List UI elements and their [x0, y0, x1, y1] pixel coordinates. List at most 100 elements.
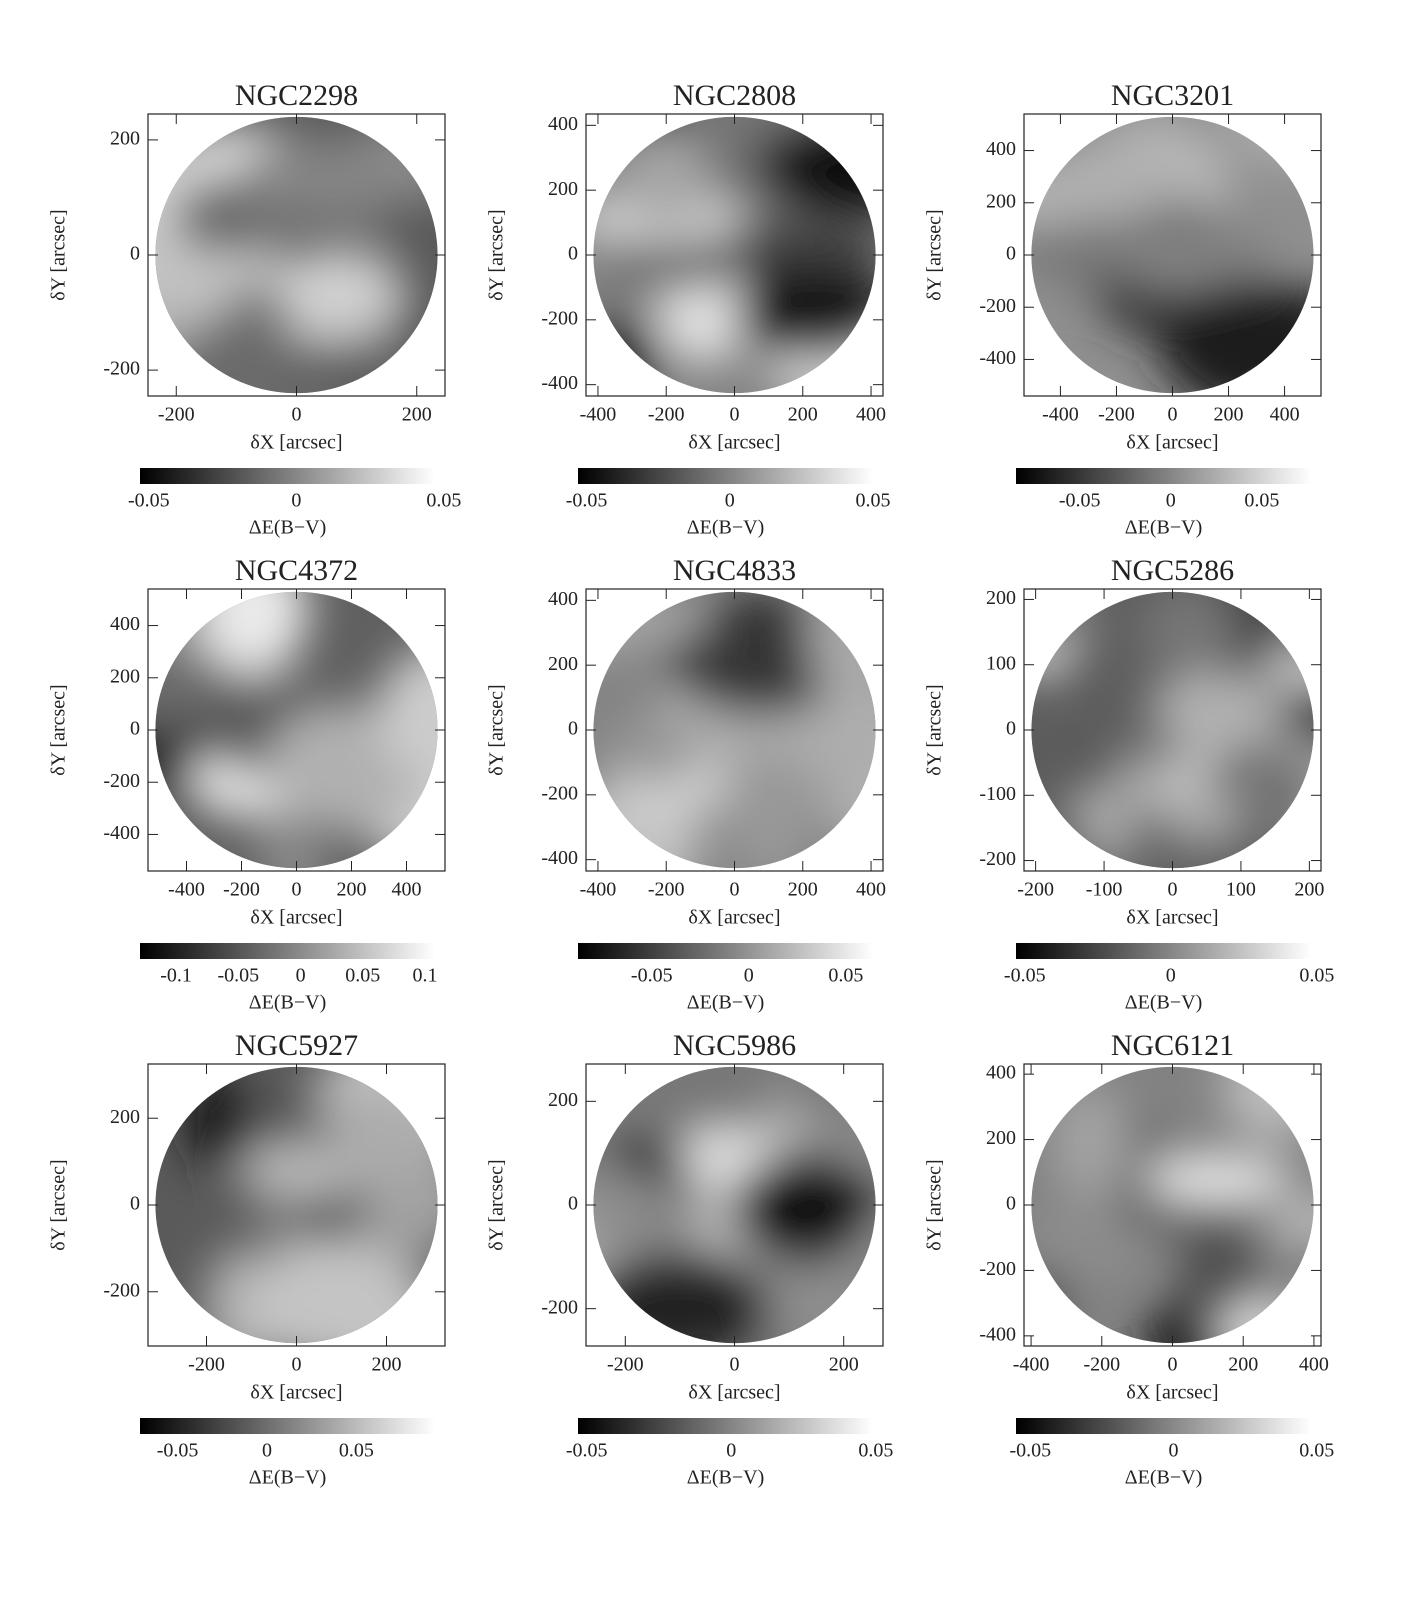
map-blob [798, 684, 876, 803]
x-tick-label: -200 [223, 879, 260, 901]
x-tick-label: 0 [292, 404, 302, 426]
map-blob [1161, 792, 1246, 839]
y-tick-label: 200 [986, 190, 1016, 212]
x-tick-label: 0 [292, 879, 302, 901]
colorbar-tick-label: 0 [744, 965, 754, 987]
x-tick-label: -200 [648, 404, 685, 426]
y-axis-label: δY [arcsec] [924, 1159, 946, 1250]
y-tick-label: -400 [103, 822, 140, 844]
y-axis-label: δY [arcsec] [924, 209, 946, 300]
x-axis-label: δX [arcsec] [250, 1382, 342, 1404]
map-blob [605, 721, 701, 785]
colorbar [578, 943, 873, 959]
x-tick-label: 0 [730, 404, 740, 426]
map-blob [1251, 116, 1314, 149]
colorbar [1016, 468, 1311, 484]
y-tick-label: -400 [979, 1323, 1016, 1345]
y-axis-label: δY [arcsec] [486, 209, 508, 300]
y-tick-label: 0 [568, 718, 578, 740]
y-tick-label: -200 [103, 358, 140, 380]
colorbar [1016, 1418, 1311, 1434]
x-tick-label: 0 [730, 1354, 740, 1376]
y-tick-label: 200 [548, 1089, 578, 1111]
colorbar-tick-label: 0.05 [1299, 965, 1334, 987]
map-blob [279, 346, 412, 394]
colorbar-tick-label: 0 [725, 490, 735, 512]
map-blob [185, 1070, 249, 1169]
map-blob [1178, 1215, 1241, 1339]
chart-title: NGC4372 [235, 554, 358, 587]
colorbar-tick-label: -0.1 [160, 965, 192, 987]
reddening-map [593, 1066, 876, 1344]
x-tick-label: 100 [1226, 879, 1256, 901]
panel: NGC5927 -200 0 200 -200 0 200 δX [arcsec] δY [ar… [48, 1029, 446, 1489]
y-axis-label: δY [arcsec] [48, 209, 70, 300]
map-texture [155, 126, 438, 394]
x-tick-label: -200 [648, 879, 685, 901]
colorbar-tick-label: 0 [726, 1440, 736, 1462]
x-axis-label: δX [arcsec] [1126, 1382, 1218, 1404]
map-blob [171, 332, 240, 394]
reddening-map [155, 591, 438, 869]
x-tick-label: 200 [788, 404, 818, 426]
y-tick-label: 0 [568, 243, 578, 265]
colorbar-label: ΔE(B−V) [687, 992, 764, 1014]
map-blob [1122, 793, 1291, 869]
map-blob [1031, 1199, 1159, 1284]
x-axis-label: δX [arcsec] [250, 907, 342, 929]
x-tick-label: -400 [1013, 1354, 1050, 1376]
x-axis-label: δX [arcsec] [250, 432, 342, 454]
map-blob [1147, 671, 1285, 750]
y-tick-label: 400 [986, 138, 1016, 160]
y-tick-label: 200 [110, 665, 140, 687]
map-blob [270, 247, 403, 339]
map-blob [593, 1249, 771, 1344]
x-axis-label: δX [arcsec] [688, 432, 780, 454]
panel: NGC5286 -200 -100 0 100 200 -200 -100 0 100 200 δX … [924, 554, 1335, 1014]
map-blob [755, 118, 876, 216]
map-blob [1031, 591, 1096, 646]
reddening-map [1031, 1066, 1314, 1344]
map-blob [255, 828, 327, 869]
colorbar-label: ΔE(B−V) [1125, 1467, 1202, 1489]
x-tick-label: -200 [188, 1354, 225, 1376]
x-tick-label: 400 [392, 879, 422, 901]
y-tick-label: -200 [541, 782, 578, 804]
x-tick-label: 400 [856, 404, 886, 426]
x-tick-label: -400 [1042, 404, 1079, 426]
x-tick-label: 0 [1168, 879, 1178, 901]
map-blob [1137, 591, 1243, 673]
map-blob [727, 220, 876, 284]
map-blob [1034, 139, 1187, 222]
x-tick-label: -400 [580, 404, 617, 426]
map-blob [1142, 1155, 1291, 1201]
map-blob [731, 1154, 876, 1264]
y-axis-label: δY [arcsec] [48, 684, 70, 775]
colorbar-tick-label: 0 [262, 1440, 272, 1462]
chart-title: NGC4833 [673, 554, 796, 587]
map-blob [155, 591, 209, 616]
colorbar [578, 1418, 873, 1434]
y-tick-label: 100 [986, 652, 1016, 674]
colorbar [578, 468, 873, 484]
x-tick-label: -200 [158, 404, 195, 426]
colorbar-label: ΔE(B−V) [1125, 517, 1202, 539]
colorbar-label: ΔE(B−V) [249, 517, 326, 539]
panel: NGC6121 -400 -200 0 200 400 -400 -200 0 200 400 δX … [924, 1029, 1335, 1489]
colorbar-label: ΔE(B−V) [249, 1467, 326, 1489]
chart-title: NGC5927 [235, 1029, 358, 1062]
map-blob [620, 128, 710, 226]
panel: NGC4833 -400 -200 0 200 400 -400 -200 0 200 400 δX … [486, 554, 886, 1014]
colorbar-tick-label: -0.05 [1059, 490, 1101, 512]
x-tick-label: 200 [788, 879, 818, 901]
y-tick-label: 0 [568, 1193, 578, 1215]
panel: NGC4372 -400 -200 0 200 400 -400 -200 0 200 400 δX … [48, 554, 446, 1014]
map-blob [377, 644, 438, 781]
map-blob [1044, 746, 1123, 793]
y-tick-label: 200 [110, 127, 140, 149]
x-tick-label: 200 [829, 1354, 859, 1376]
x-axis-label: δX [arcsec] [688, 907, 780, 929]
map-blob [236, 136, 424, 223]
y-axis-label: δY [arcsec] [486, 684, 508, 775]
